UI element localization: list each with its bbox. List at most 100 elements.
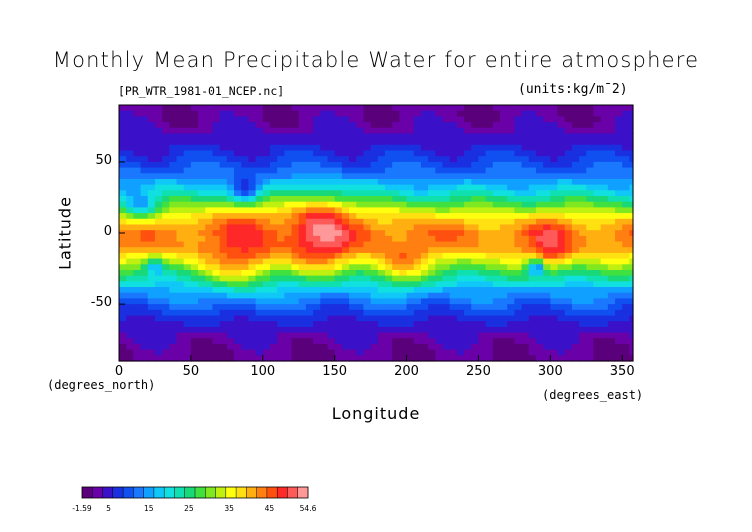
heatmap-cell [579,235,587,243]
heatmap-cell [478,241,487,248]
heatmap-cell [241,230,249,237]
heatmap-cell [535,298,544,305]
heatmap-cell [356,309,365,317]
heatmap-cell [320,275,329,282]
heatmap-cell [370,105,379,112]
heatmap-cell [471,144,480,152]
heatmap-cell [607,355,616,362]
heatmap-cell [298,332,307,339]
heatmap-cell [305,309,314,317]
heatmap-cell [154,230,163,237]
heatmap-cell [291,230,300,237]
heatmap-cell [629,213,634,220]
heatmap-cell [384,213,393,220]
heatmap-cell [420,150,429,157]
heatmap-cell [298,258,307,265]
heatmap-cell [442,139,451,146]
heatmap-cell [464,122,472,129]
heatmap-cell [363,258,372,265]
heatmap-cell [356,321,365,328]
heatmap-cell [435,355,444,362]
heatmap-cell [392,173,400,180]
heatmap-cell [341,292,350,300]
heatmap-cell [449,269,458,277]
heatmap-cell [190,201,199,208]
heatmap-cell [277,247,285,254]
heatmap-cell [377,287,386,294]
heatmap-cell [320,252,329,260]
heatmap-cell [291,355,300,362]
heatmap-cell [219,315,228,322]
heatmap-cell [349,139,357,146]
heatmap-cell [349,338,357,345]
heatmap-cell [169,332,178,339]
heatmap-cell [413,150,422,157]
heatmap-cell [492,184,501,191]
heatmap-cell [262,343,271,351]
heatmap-cell [140,269,149,277]
heatmap-cell [528,298,537,305]
heatmap-cell [464,116,472,123]
heatmap-cell [492,105,501,112]
heatmap-cell [550,287,559,294]
heatmap-cell [313,196,321,203]
heatmap-cell [313,218,321,226]
heatmap-cell [147,332,156,339]
heatmap-cell [615,264,623,271]
heatmap-cell [471,173,480,180]
heatmap-cell [284,264,293,271]
heatmap-cell [579,355,587,362]
heatmap-cell [528,133,537,140]
heatmap-cell [284,332,293,339]
heatmap-cell [234,343,242,351]
heatmap-cell [241,116,249,123]
heatmap-cell [600,150,609,157]
heatmap-cell [485,269,494,277]
heatmap-cell [377,127,386,135]
heatmap-cell [162,252,170,260]
heatmap-cell [212,218,221,226]
heatmap-cell [629,105,634,112]
heatmap-cell [492,309,501,317]
heatmap-cell [557,326,566,334]
heatmap-cell [406,287,415,294]
heatmap-cell [198,275,206,282]
heatmap-cell [406,230,415,237]
heatmap-cell [629,139,634,146]
heatmap-cell [154,304,163,311]
heatmap-cell [255,156,264,163]
colorbar-swatch [143,487,155,498]
heatmap-cell [413,161,422,169]
heatmap-cell [190,241,199,248]
heatmap-cell [370,133,379,140]
heatmap-cell [514,213,523,220]
heatmap-cell [162,292,170,300]
heatmap-cell [262,287,271,294]
heatmap-cell [571,343,580,351]
heatmap-cell [226,241,235,248]
heatmap-cell [600,252,609,260]
heatmap-cell [622,315,631,322]
heatmap-cell [543,315,551,322]
heatmap-cell [133,139,142,146]
heatmap-cell [629,184,634,191]
heatmap-cell [420,287,429,294]
heatmap-cell [334,201,343,208]
heatmap-cell [363,116,372,123]
heatmap-cell [492,235,501,243]
heatmap-cell [377,201,386,208]
heatmap-cell [514,321,523,328]
heatmap-cell [262,133,271,140]
heatmap-cell [607,264,616,271]
heatmap-cell [521,235,530,243]
heatmap-cell [600,332,609,339]
heatmap-cell [190,196,199,203]
heatmap-cell [428,139,436,146]
heatmap-cell [169,309,178,317]
heatmap-cell [349,343,357,351]
heatmap-cell [320,332,329,339]
heatmap-cell [557,264,566,271]
heatmap-cell [622,235,631,243]
heatmap-cell [327,196,336,203]
heatmap-cell [154,218,163,226]
